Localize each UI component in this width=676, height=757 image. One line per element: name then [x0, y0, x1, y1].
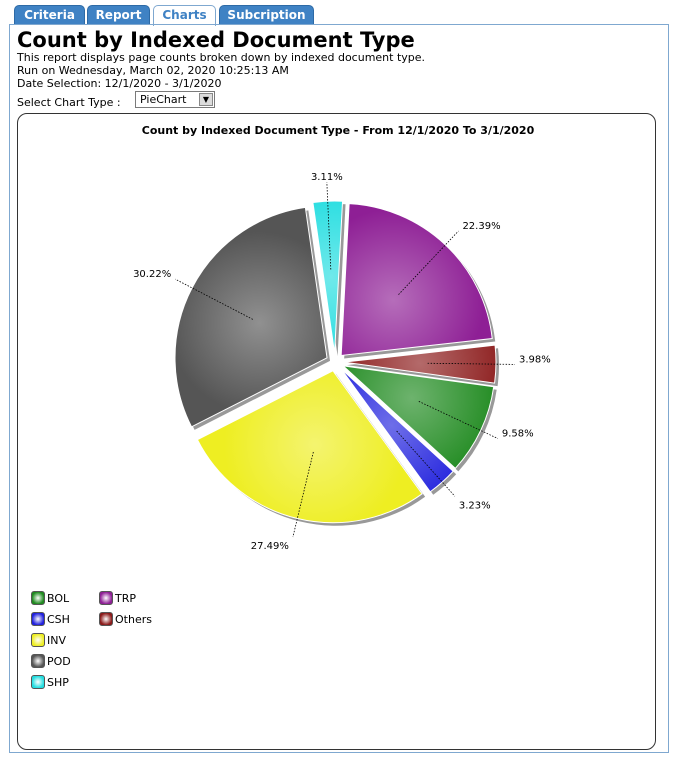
pie-slice-highlight-shp: [312, 201, 343, 354]
legend-swatch-csh: [31, 612, 45, 626]
leader-line-bol: [418, 401, 499, 439]
chevron-down-icon[interactable]: ▼: [199, 93, 213, 106]
legend-label-others: Others: [115, 613, 152, 626]
report-description: This report displays page counts broken …: [17, 51, 426, 64]
tab-subcription[interactable]: Subcription: [219, 5, 314, 24]
run-on-text: Run on Wednesday, March 02, 2020 10:25:1…: [17, 64, 289, 77]
legend-swatch-trp: [99, 591, 113, 605]
data-label-csh: 3.23%: [459, 500, 491, 511]
legend-swatch-bol: [31, 591, 45, 605]
legend-swatch-pod: [31, 654, 45, 668]
legend-label-bol: BOL: [47, 592, 70, 605]
legend-swatch-shp: [31, 675, 45, 689]
pie-slice-highlight-pod: [175, 231, 328, 415]
leader-line-inv: [292, 451, 314, 538]
pie-slice-highlight-others: [343, 345, 496, 384]
leader-line-shp: [326, 182, 332, 270]
content-panel: [9, 24, 669, 753]
leader-line-csh: [396, 430, 456, 497]
date-selection-text: Date Selection: 12/1/2020 - 3/1/2020: [17, 77, 222, 90]
legend-swatch-others: [99, 612, 113, 626]
tab-criteria[interactable]: Criteria: [14, 5, 85, 24]
legend-label-pod: POD: [47, 655, 71, 668]
legend-label-shp: SHP: [47, 676, 69, 689]
data-label-shp: 3.11%: [311, 172, 343, 183]
page-title: Count by Indexed Document Type: [17, 28, 415, 52]
legend-label-csh: CSH: [47, 613, 70, 626]
legend-label-inv: INV: [47, 634, 66, 647]
tab-charts[interactable]: Charts: [153, 5, 216, 26]
data-label-others: 3.98%: [519, 354, 551, 365]
chart-type-select[interactable]: PieChart ▼: [135, 91, 215, 108]
chart-title: Count by Indexed Document Type - From 12…: [141, 124, 535, 137]
data-label-pod: 30.22%: [133, 269, 171, 280]
tab-report[interactable]: Report: [87, 5, 150, 24]
chart-container: [17, 113, 656, 750]
data-label-bol: 9.58%: [502, 429, 534, 440]
chart-type-label: Select Chart Type :: [17, 96, 121, 109]
data-label-trp: 22.39%: [462, 221, 500, 232]
leader-line-pod: [175, 278, 253, 320]
data-label-inv: 27.49%: [251, 541, 289, 552]
legend-label-trp: TRP: [115, 592, 136, 605]
leader-line-trp: [398, 230, 459, 295]
chart-type-value: PieChart: [140, 93, 187, 106]
leader-line-others: [427, 362, 515, 365]
legend-swatch-inv: [31, 633, 45, 647]
